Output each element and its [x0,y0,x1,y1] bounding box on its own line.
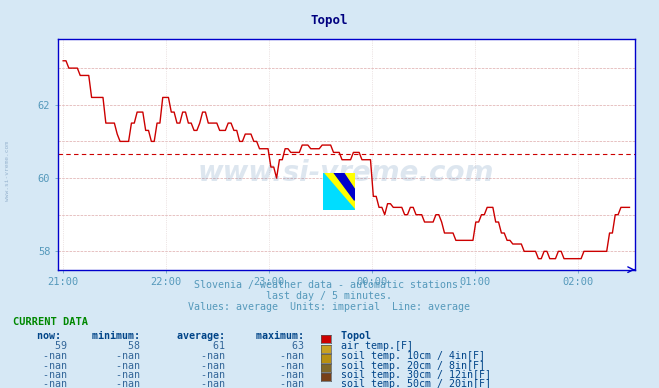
Text: soil temp. 10cm / 4in[F]: soil temp. 10cm / 4in[F] [335,351,485,361]
Text: soil temp. 20cm / 8in[F]: soil temp. 20cm / 8in[F] [335,361,485,371]
Text: Topol: Topol [323,331,371,341]
Polygon shape [323,173,355,210]
Text: average:: average: [165,331,225,341]
Text: Slovenia / weather data - automatic stations.: Slovenia / weather data - automatic stat… [194,280,465,290]
Text: 63: 63 [244,341,304,352]
Text: -nan: -nan [165,361,225,371]
Text: minimum:: minimum: [86,331,140,341]
Polygon shape [323,173,355,210]
Text: 61: 61 [165,341,225,352]
Text: www.si-vreme.com: www.si-vreme.com [5,141,11,201]
Text: -nan: -nan [165,370,225,380]
Text: -nan: -nan [165,379,225,388]
Text: -nan: -nan [13,370,67,380]
Text: -nan: -nan [244,361,304,371]
Text: soil temp. 30cm / 12in[F]: soil temp. 30cm / 12in[F] [335,370,491,380]
Text: 58: 58 [86,341,140,352]
Text: www.si-vreme.com: www.si-vreme.com [198,159,494,187]
Text: CURRENT DATA: CURRENT DATA [13,317,88,327]
Text: -nan: -nan [86,361,140,371]
Text: -nan: -nan [244,370,304,380]
Text: now:: now: [13,331,61,341]
Text: Values: average  Units: imperial  Line: average: Values: average Units: imperial Line: av… [188,302,471,312]
Text: Topol: Topol [311,14,348,27]
Text: air temp.[F]: air temp.[F] [335,341,413,352]
Text: -nan: -nan [86,370,140,380]
Text: -nan: -nan [13,351,67,361]
Text: -nan: -nan [86,379,140,388]
Text: -nan: -nan [165,351,225,361]
Text: last day / 5 minutes.: last day / 5 minutes. [266,291,393,301]
Text: maximum:: maximum: [244,331,304,341]
Text: 59: 59 [13,341,67,352]
Polygon shape [334,173,355,200]
Text: -nan: -nan [244,379,304,388]
Text: -nan: -nan [244,351,304,361]
Text: -nan: -nan [86,351,140,361]
Text: -nan: -nan [13,379,67,388]
Text: -nan: -nan [13,361,67,371]
Text: soil temp. 50cm / 20in[F]: soil temp. 50cm / 20in[F] [335,379,491,388]
